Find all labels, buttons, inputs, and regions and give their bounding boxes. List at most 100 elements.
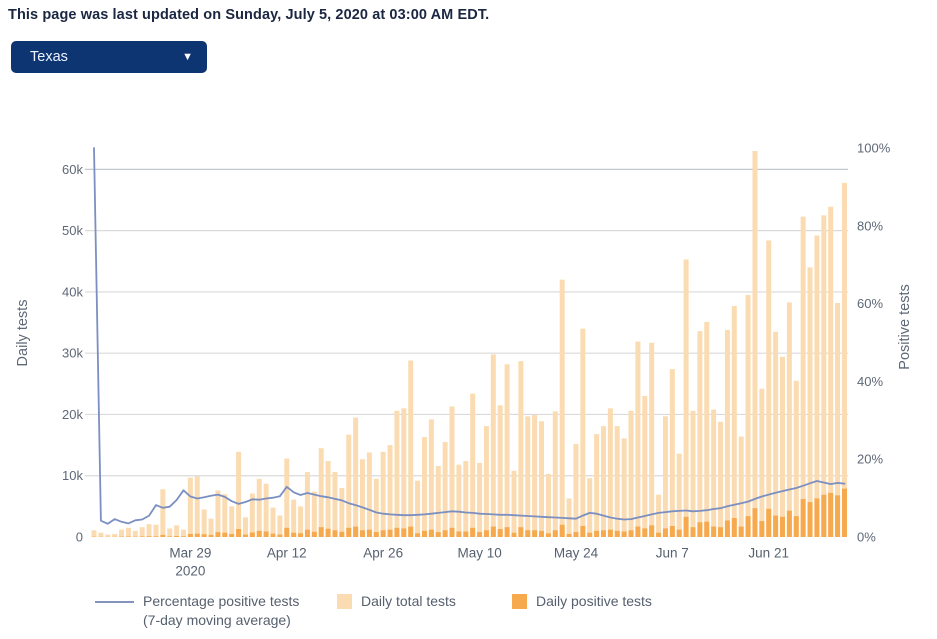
y-left-tick-label: 10k: [62, 468, 83, 483]
y-right-tick-label: 20%: [857, 452, 883, 467]
positive-tests-bar: [387, 529, 393, 537]
positive-tests-bar: [614, 530, 620, 537]
total-tests-bar: [656, 494, 662, 537]
total-tests-bar: [828, 206, 834, 537]
positive-tests-bar: [621, 531, 627, 537]
total-tests-bar: [552, 411, 558, 537]
positive-tests-bar: [415, 533, 421, 537]
positive-tests-bar: [463, 531, 469, 537]
positive-tests-bar: [284, 527, 290, 537]
positive-tests-bar: [800, 499, 806, 537]
positive-tests-bar: [242, 534, 248, 537]
total-tests-bar: [669, 369, 675, 537]
total-tests-bar: [132, 530, 138, 537]
total-tests-bar: [353, 417, 359, 537]
total-tests-bar: [628, 410, 634, 537]
positive-tests-bar: [208, 534, 214, 537]
total-tests-bar: [545, 473, 551, 537]
total-tests-bar: [91, 530, 97, 537]
positivity-line: [93, 147, 846, 525]
total-tests-bar: [401, 408, 407, 537]
total-tests-bar: [752, 151, 758, 537]
positive-tests-bar: [160, 534, 166, 537]
last-updated-banner: This page was last updated on Sunday, Ju…: [8, 7, 490, 23]
total-tests-bar: [504, 364, 510, 537]
total-tests-bar: [105, 534, 111, 537]
positive-tests-bar: [318, 527, 324, 537]
state-select-dropdown[interactable]: Texas ▼: [11, 41, 207, 73]
total-tests-bar: [98, 532, 104, 537]
total-tests-bar: [683, 259, 689, 537]
legend-total-swatch: [337, 594, 352, 609]
positive-tests-bar: [311, 531, 317, 537]
total-tests-bar: [704, 321, 710, 537]
positive-tests-bar: [738, 526, 744, 537]
positive-tests-bar: [552, 530, 558, 537]
x-tick-label: Jun 21: [748, 546, 789, 561]
positive-tests-bar: [380, 530, 386, 537]
total-tests-bar: [112, 533, 118, 537]
total-tests-bar: [256, 478, 262, 537]
x-tick-label: Apr 12: [267, 546, 307, 561]
positive-tests-bar: [215, 532, 221, 537]
positive-tests-bar: [483, 530, 489, 537]
y-left-tick-label: 40k: [62, 284, 83, 299]
positive-tests-bar: [511, 532, 517, 537]
total-tests-bar: [332, 472, 338, 537]
total-tests-bar: [676, 453, 682, 537]
positive-tests-bar: [752, 508, 758, 537]
total-tests-bar: [325, 461, 331, 537]
total-tests-bar: [428, 419, 434, 537]
positive-tests-bar: [277, 534, 283, 537]
positive-tests-bar: [249, 532, 255, 537]
total-tests-bar: [174, 525, 180, 537]
positive-tests-bar: [656, 532, 662, 537]
total-tests-bar: [311, 491, 317, 537]
y-right-tick-label: 100%: [857, 141, 891, 156]
positive-tests-bar: [786, 510, 792, 537]
positive-tests-bar: [222, 532, 228, 537]
positive-tests-bar: [146, 536, 152, 537]
total-tests-bar: [339, 487, 345, 537]
total-tests-bar: [442, 442, 448, 537]
positive-tests-bar: [125, 536, 131, 537]
y-left-tick-label: 0: [76, 530, 83, 545]
positive-tests-bar: [304, 529, 310, 537]
positive-tests-bar: [435, 532, 441, 537]
total-tests-bar: [318, 448, 324, 537]
total-tests-bar: [745, 294, 751, 537]
total-tests-bar: [786, 302, 792, 537]
positive-tests-bar: [339, 531, 345, 537]
total-tests-bar: [366, 452, 372, 537]
total-tests-bar: [483, 426, 489, 537]
legend-label-percentage-line2: (7-day moving average): [143, 612, 291, 628]
positive-tests-bar: [766, 508, 772, 537]
positive-tests-bar: [153, 536, 159, 537]
y-right-axis-title: Positive tests: [897, 284, 913, 369]
total-tests-bar: [387, 445, 393, 538]
positive-tests-bar: [449, 527, 455, 537]
positive-tests-bar: [421, 530, 427, 537]
total-tests-bar: [607, 408, 613, 537]
total-tests-bar: [284, 458, 290, 537]
legend-positive-swatch: [512, 594, 527, 609]
positive-tests-bar: [731, 518, 737, 537]
positive-tests-bar: [780, 516, 785, 537]
positive-tests-bar: [821, 494, 827, 537]
positive-tests-bar: [607, 529, 613, 537]
total-tests-bar: [201, 509, 207, 537]
positive-tests-bar: [174, 536, 180, 537]
positive-tests-bar: [704, 521, 710, 537]
positive-tests-bar: [649, 525, 655, 537]
positive-tests-bar: [635, 526, 641, 537]
positive-tests-bar: [690, 527, 696, 537]
positive-tests-bar: [346, 527, 352, 537]
total-tests-bar: [187, 477, 193, 537]
total-tests-bar: [298, 506, 304, 537]
total-tests-bar: [518, 361, 524, 537]
positive-tests-bar: [793, 516, 799, 537]
x-tick-label: May 10: [457, 546, 501, 561]
total-tests-bar: [463, 461, 469, 537]
positive-tests-bar: [194, 533, 200, 537]
